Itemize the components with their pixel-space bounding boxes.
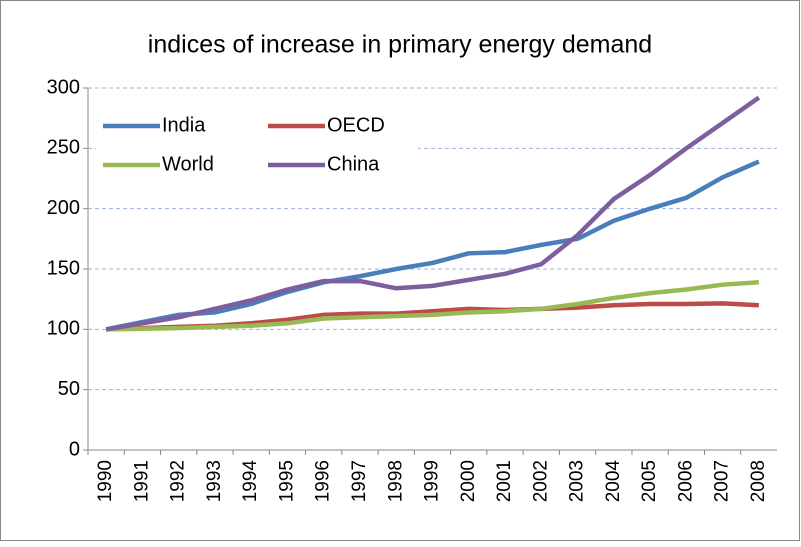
x-tick-label: 1993	[204, 460, 225, 502]
x-tick-label: 2004	[603, 460, 624, 503]
x-tick-label: 1992	[168, 460, 189, 502]
x-tick-label: 2001	[494, 460, 515, 502]
data-line	[106, 280, 760, 332]
y-tick-label: 100	[47, 318, 80, 340]
y-tick-label: 300	[47, 76, 80, 98]
x-tick-label: 1994	[240, 460, 261, 503]
x-tick-label: 1990	[95, 460, 116, 502]
legend-label: India	[162, 114, 206, 136]
legend-label: China	[327, 153, 380, 175]
y-tick-label: 50	[58, 378, 80, 400]
y-tick-label: 200	[47, 197, 80, 219]
data-line	[105, 95, 761, 332]
x-tick-label: 2008	[748, 460, 769, 502]
x-tick-label: 2000	[458, 460, 479, 502]
x-tick-label: 1995	[276, 460, 297, 502]
x-tick-label: 1999	[422, 460, 443, 502]
data-line	[105, 159, 760, 332]
legend-label: World	[162, 153, 214, 175]
legend-background	[96, 104, 418, 186]
x-tick-label: 2005	[639, 460, 660, 502]
x-tick-label: 2002	[530, 460, 551, 502]
x-tick-label: 1991	[131, 460, 152, 502]
chart-title: indices of increase in primary energy de…	[148, 31, 652, 59]
y-tick-label: 250	[47, 137, 80, 159]
x-tick-label: 1997	[349, 460, 370, 502]
x-tick-label: 1996	[313, 460, 334, 502]
legend-label: OECD	[327, 114, 385, 136]
y-tick-label: 150	[47, 257, 80, 279]
x-tick-label: 2003	[567, 460, 588, 502]
x-tick-label: 2007	[712, 460, 733, 502]
x-tick-label: 1998	[385, 460, 406, 502]
x-tick-label: 2006	[675, 460, 696, 502]
y-tick-label: 0	[69, 438, 80, 460]
